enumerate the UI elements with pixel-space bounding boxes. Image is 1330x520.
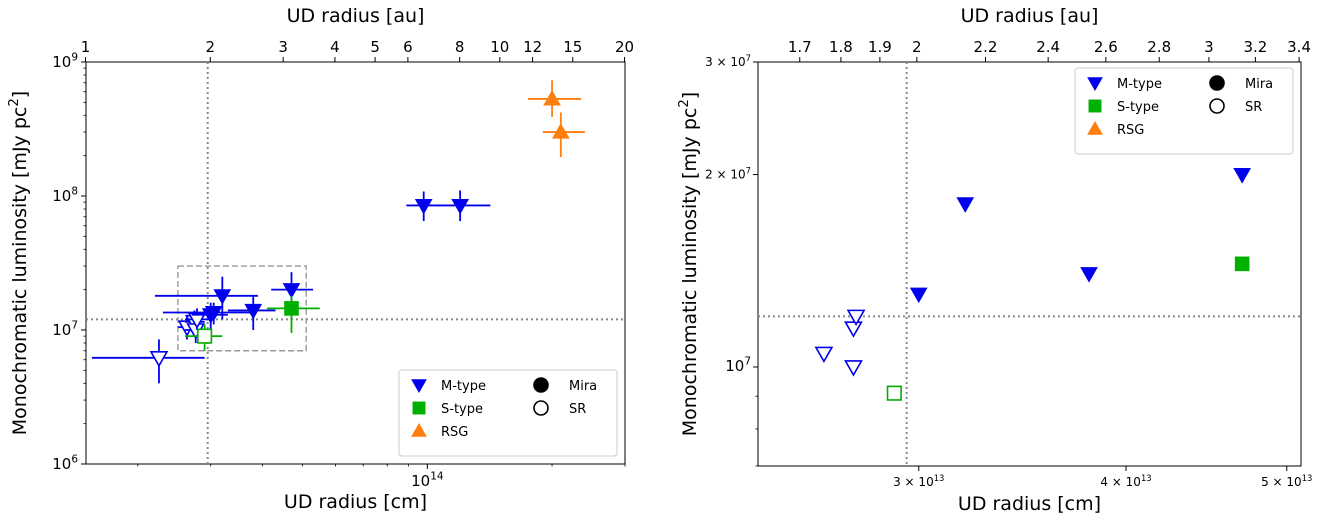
- legend-label: S-type: [441, 402, 483, 417]
- legend-marker: [411, 379, 427, 394]
- data-point: [213, 289, 232, 305]
- data-point: [543, 89, 561, 106]
- y-axis-title: Monochromatic luminosity [mJy pc2]: [677, 92, 701, 436]
- legend-marker: [411, 422, 427, 437]
- zoom-box: [177, 265, 307, 352]
- legend-marker: [1088, 99, 1102, 113]
- data-points: [91, 80, 585, 384]
- y-tick-label: 106: [52, 454, 78, 473]
- top-tick-label: 5: [370, 38, 380, 56]
- top-tick-label: 3.4: [1287, 38, 1311, 56]
- legend-box: [398, 369, 618, 457]
- legend-marker: [1087, 120, 1103, 135]
- top-tick-label: 1: [81, 38, 91, 56]
- x-axis-title: UD radius [cm]: [284, 491, 427, 513]
- legend-label: M-type: [1117, 77, 1162, 92]
- top-tick-label: 2: [205, 38, 215, 56]
- legend-marker: [1209, 98, 1225, 114]
- legend-label: RSG: [441, 425, 468, 440]
- data-point: [451, 198, 470, 215]
- data-point: [844, 321, 863, 338]
- y-minor-ticks: [755, 395, 758, 467]
- top-tick-label: 2.8: [1147, 38, 1171, 56]
- legend-label: SR: [569, 402, 586, 417]
- data-point: [1080, 267, 1098, 283]
- data-point: [1233, 168, 1252, 184]
- data-point: [844, 360, 863, 377]
- data-point: [956, 197, 975, 213]
- data-point: [1234, 256, 1250, 272]
- top-tick-label: 1.9: [868, 38, 892, 56]
- top-tick-label: 20: [615, 38, 634, 56]
- top-axis-title: UD radius [au]: [961, 5, 1099, 27]
- data-point: [846, 309, 866, 326]
- legend-marker: [533, 400, 549, 416]
- data-point: [886, 385, 902, 401]
- top-tick-label: 10: [490, 38, 509, 56]
- plot-frame: [757, 61, 1302, 467]
- legend-label: Mira: [1245, 77, 1273, 92]
- y-tick-label: 107: [52, 320, 78, 339]
- top-tick-label: 3: [1204, 38, 1214, 56]
- legend-label: SR: [1245, 100, 1262, 115]
- data-point: [909, 287, 928, 304]
- x-tick-label: 3 × 1013: [893, 473, 944, 489]
- legend-label: RSG: [1117, 123, 1144, 138]
- x-tick-label: 1014: [411, 471, 444, 490]
- data-point: [244, 303, 263, 320]
- data-points: [814, 168, 1252, 401]
- data-point: [197, 328, 213, 344]
- legend: M-type S-type RSG Mira SR: [1074, 67, 1294, 155]
- x-axis-title: UD radius [cm]: [958, 493, 1101, 515]
- top-tick-label: 3: [278, 38, 288, 56]
- legend-marker: [533, 377, 549, 393]
- y-tick-label: 2 × 107: [705, 166, 751, 182]
- y-tick-label: 109: [52, 52, 78, 71]
- data-point: [282, 283, 301, 299]
- top-tick-label: 2.4: [1036, 38, 1060, 56]
- top-tick-label: 2: [912, 38, 922, 56]
- y-tick-label: 3 × 107: [705, 53, 751, 69]
- legend: M-type S-type RSG Mira SR: [398, 369, 618, 457]
- legend-label: S-type: [1117, 100, 1159, 115]
- top-tick-label: 12: [523, 38, 542, 56]
- legend-marker: [412, 401, 426, 415]
- y-minor-ticks: [83, 67, 86, 425]
- y-axis-title: Monochromatic luminosity [mJy pc2]: [7, 91, 31, 435]
- top-tick-label: 2.2: [974, 38, 998, 56]
- top-tick-label: 4: [330, 38, 340, 56]
- legend-marker: [1209, 75, 1225, 91]
- legend-marker: [1087, 77, 1103, 92]
- y-tick-label: 108: [52, 186, 78, 205]
- data-point: [551, 123, 570, 139]
- top-tick-label: 3.2: [1243, 38, 1267, 56]
- legend-box: [1074, 67, 1294, 155]
- x-tick-label: 4 × 1013: [1100, 473, 1151, 489]
- data-point: [414, 198, 433, 215]
- top-tick-label: 8: [455, 38, 465, 56]
- top-tick-label: 15: [563, 38, 582, 56]
- legend-label: Mira: [569, 379, 597, 394]
- data-point: [204, 306, 223, 322]
- top-tick-label: 2.6: [1094, 38, 1118, 56]
- legend-label: M-type: [441, 379, 486, 394]
- panel-right: 3 × 1013 4 × 1013 5 × 1013 107 2 × 107 3 × 10…: [677, 5, 1312, 515]
- top-axis-title: UD radius [au]: [287, 5, 425, 27]
- top-tick-label: 6: [403, 38, 413, 56]
- data-point: [149, 351, 169, 368]
- x-tick-label: 5 × 1013: [1261, 473, 1312, 489]
- x-minor-ticks: [137, 464, 626, 467]
- top-tick-label: 1.8: [829, 38, 853, 56]
- data-point: [814, 346, 834, 364]
- top-tick-label: 1.7: [788, 38, 812, 56]
- plot-frame: [85, 61, 626, 465]
- y-tick-label: 107: [725, 356, 751, 375]
- data-point: [284, 301, 299, 316]
